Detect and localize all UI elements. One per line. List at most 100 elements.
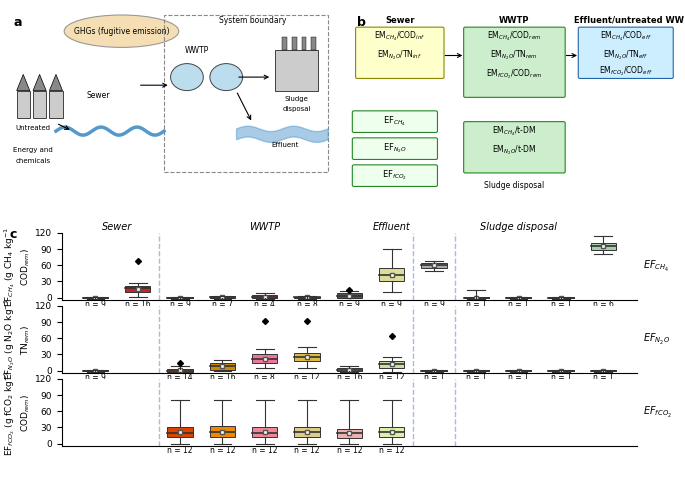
Bar: [590, 370, 616, 371]
Bar: [464, 370, 489, 371]
Text: WWTP: WWTP: [185, 46, 209, 55]
Bar: [336, 429, 362, 438]
Bar: [275, 50, 318, 91]
Text: EM$_{N_2O}$/t-DM: EM$_{N_2O}$/t-DM: [492, 143, 536, 157]
Text: b: b: [358, 16, 366, 29]
Bar: [379, 428, 404, 437]
Bar: [421, 370, 447, 371]
Text: EM$_{N_2O}$/TN$_{rem}$: EM$_{N_2O}$/TN$_{rem}$: [490, 49, 538, 62]
Polygon shape: [33, 74, 46, 91]
Text: n = 12: n = 12: [210, 445, 235, 455]
Text: n = 16: n = 16: [336, 372, 362, 382]
Text: EM$_{fCO_2}$/COD$_{rem}$: EM$_{fCO_2}$/COD$_{rem}$: [486, 68, 543, 81]
Text: Sludge disposal: Sludge disposal: [484, 180, 545, 190]
Text: WWTP: WWTP: [499, 16, 530, 25]
Text: Sewer: Sewer: [385, 16, 414, 25]
Bar: [210, 296, 235, 298]
Text: n = 8: n = 8: [254, 372, 275, 382]
Text: n = 9: n = 9: [85, 300, 106, 309]
FancyBboxPatch shape: [352, 165, 438, 186]
Circle shape: [210, 64, 242, 91]
Text: Sewer: Sewer: [101, 222, 132, 232]
Text: n = 9: n = 9: [170, 300, 190, 309]
Bar: [312, 36, 316, 50]
Text: n = 1: n = 1: [466, 372, 486, 382]
Text: Energy and: Energy and: [13, 147, 53, 153]
Bar: [336, 293, 362, 298]
Bar: [295, 353, 320, 361]
Text: EF$_{CH_4}$: EF$_{CH_4}$: [643, 259, 669, 274]
Text: n = 1: n = 1: [508, 300, 529, 309]
Bar: [49, 91, 62, 118]
Text: n = 12: n = 12: [252, 445, 277, 455]
Text: EF$_{CH_4}$: EF$_{CH_4}$: [384, 115, 406, 129]
Bar: [295, 428, 320, 437]
Y-axis label: EF$_{fCO_2}$ (g fCO$_2$ kg$^{-1}$
COD$_{rem}$): EF$_{fCO_2}$ (g fCO$_2$ kg$^{-1}$ COD$_{…: [2, 370, 32, 456]
Text: System boundary: System boundary: [219, 16, 286, 25]
Bar: [282, 36, 287, 50]
Bar: [252, 428, 277, 437]
Text: Sludge disposal: Sludge disposal: [480, 222, 557, 232]
Text: chemicals: chemicals: [16, 158, 51, 164]
Bar: [210, 363, 235, 370]
Text: GHGs (fugitive emission): GHGs (fugitive emission): [74, 27, 169, 36]
Bar: [301, 36, 306, 50]
Text: n = 16: n = 16: [210, 372, 235, 382]
Text: n = 1: n = 1: [593, 372, 614, 382]
Text: EM$_{N_2O}$/TN$_{eff}$: EM$_{N_2O}$/TN$_{eff}$: [603, 49, 649, 62]
Bar: [16, 91, 29, 118]
FancyBboxPatch shape: [356, 27, 444, 78]
Text: EF$_{N_2O}$: EF$_{N_2O}$: [383, 142, 407, 156]
FancyBboxPatch shape: [352, 111, 438, 132]
Text: WWTP: WWTP: [249, 222, 280, 232]
Y-axis label: EF$_{CH_4}$ (g CH$_4$ kg$^{-1}$
COD$_{rem}$): EF$_{CH_4}$ (g CH$_4$ kg$^{-1}$ COD$_{re…: [2, 227, 32, 307]
Text: n = 1: n = 1: [551, 372, 571, 382]
Bar: [210, 426, 235, 437]
Bar: [295, 297, 320, 298]
FancyBboxPatch shape: [352, 138, 438, 159]
Bar: [252, 295, 277, 298]
Bar: [506, 297, 532, 298]
Text: n = 4: n = 4: [254, 300, 275, 309]
Y-axis label: EF$_{N_2O}$ (g N$_2$O kg$^{-1}$
TN$_{rem}$): EF$_{N_2O}$ (g N$_2$O kg$^{-1}$ TN$_{rem…: [2, 299, 32, 381]
Bar: [252, 354, 277, 362]
Text: EM$_{fCO_2}$/COD$_{eff}$: EM$_{fCO_2}$/COD$_{eff}$: [599, 65, 653, 78]
Text: n = 9: n = 9: [423, 300, 445, 309]
Text: EF$_{fCO_2}$: EF$_{fCO_2}$: [382, 169, 408, 182]
Text: c: c: [10, 228, 17, 241]
Text: n = 12: n = 12: [379, 372, 404, 382]
Text: n = 7: n = 7: [212, 300, 233, 309]
Bar: [83, 370, 108, 371]
Bar: [421, 263, 447, 268]
Text: EM$_{N_2O}$/TN$_{inf}$: EM$_{N_2O}$/TN$_{inf}$: [377, 49, 422, 62]
Bar: [292, 36, 297, 50]
FancyBboxPatch shape: [578, 27, 673, 78]
Ellipse shape: [64, 15, 179, 48]
Text: n = 12: n = 12: [167, 445, 193, 455]
Text: n = 1: n = 1: [423, 372, 445, 382]
Bar: [33, 91, 46, 118]
Bar: [548, 297, 573, 298]
FancyBboxPatch shape: [464, 121, 565, 173]
Bar: [379, 361, 404, 368]
Bar: [167, 428, 192, 437]
Text: disposal: disposal: [282, 107, 311, 112]
Bar: [83, 297, 108, 298]
Text: n = 1: n = 1: [508, 372, 529, 382]
Bar: [125, 286, 151, 292]
Text: Effluent: Effluent: [373, 222, 410, 232]
Text: n = 6: n = 6: [593, 300, 614, 309]
Text: Effluent: Effluent: [271, 142, 299, 148]
Bar: [336, 368, 362, 371]
Text: n = 12: n = 12: [336, 445, 362, 455]
Text: n = 9: n = 9: [339, 300, 360, 309]
FancyBboxPatch shape: [464, 27, 565, 97]
Text: a: a: [14, 16, 22, 29]
Text: Sludge: Sludge: [285, 96, 309, 102]
Polygon shape: [49, 74, 62, 91]
Circle shape: [171, 64, 203, 91]
Text: n = 1: n = 1: [551, 300, 571, 309]
Bar: [590, 242, 616, 250]
Text: n = 12: n = 12: [295, 372, 320, 382]
Text: EM$_{CH_4}$/COD$_{rem}$: EM$_{CH_4}$/COD$_{rem}$: [487, 30, 542, 43]
